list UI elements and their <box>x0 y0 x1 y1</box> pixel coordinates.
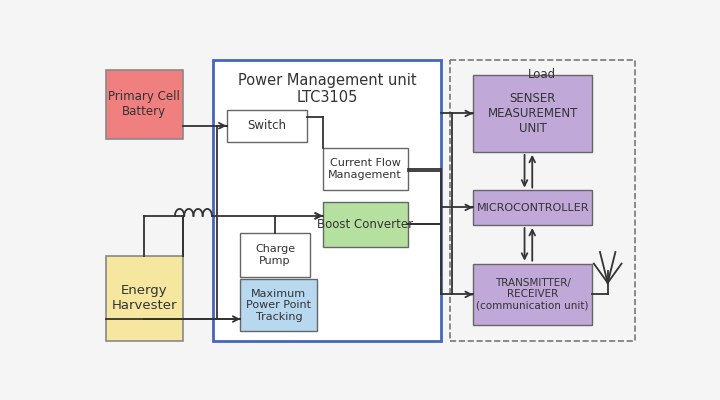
Bar <box>106 256 183 341</box>
Text: Energy
Harvester: Energy Harvester <box>112 284 177 312</box>
Bar <box>240 279 318 331</box>
Bar <box>323 148 408 190</box>
Bar <box>227 110 307 142</box>
Text: MICROCONTROLLER: MICROCONTROLLER <box>477 203 589 213</box>
Bar <box>473 264 593 325</box>
Bar <box>106 70 183 139</box>
Text: Switch: Switch <box>248 119 287 132</box>
Text: TRANSMITTER/
RECEIVER
(communication unit): TRANSMITTER/ RECEIVER (communication uni… <box>477 278 589 311</box>
Bar <box>213 60 441 341</box>
Bar <box>240 233 310 278</box>
Text: Boost Converter: Boost Converter <box>317 218 413 231</box>
Text: Maximum
Power Point
Tracking: Maximum Power Point Tracking <box>246 288 312 322</box>
Bar <box>450 60 634 341</box>
Bar <box>473 75 593 152</box>
Text: Primary Cell
Battery: Primary Cell Battery <box>108 90 180 118</box>
Text: Power Management unit
LTC3105: Power Management unit LTC3105 <box>238 73 416 105</box>
Bar <box>323 202 408 247</box>
Text: Current Flow
Management: Current Flow Management <box>328 158 402 180</box>
Text: Charge
Pump: Charge Pump <box>255 244 295 266</box>
Text: Load: Load <box>528 68 557 82</box>
Bar <box>473 190 593 225</box>
Text: SENSER
MEASUREMENT
UNIT: SENSER MEASUREMENT UNIT <box>487 92 578 135</box>
